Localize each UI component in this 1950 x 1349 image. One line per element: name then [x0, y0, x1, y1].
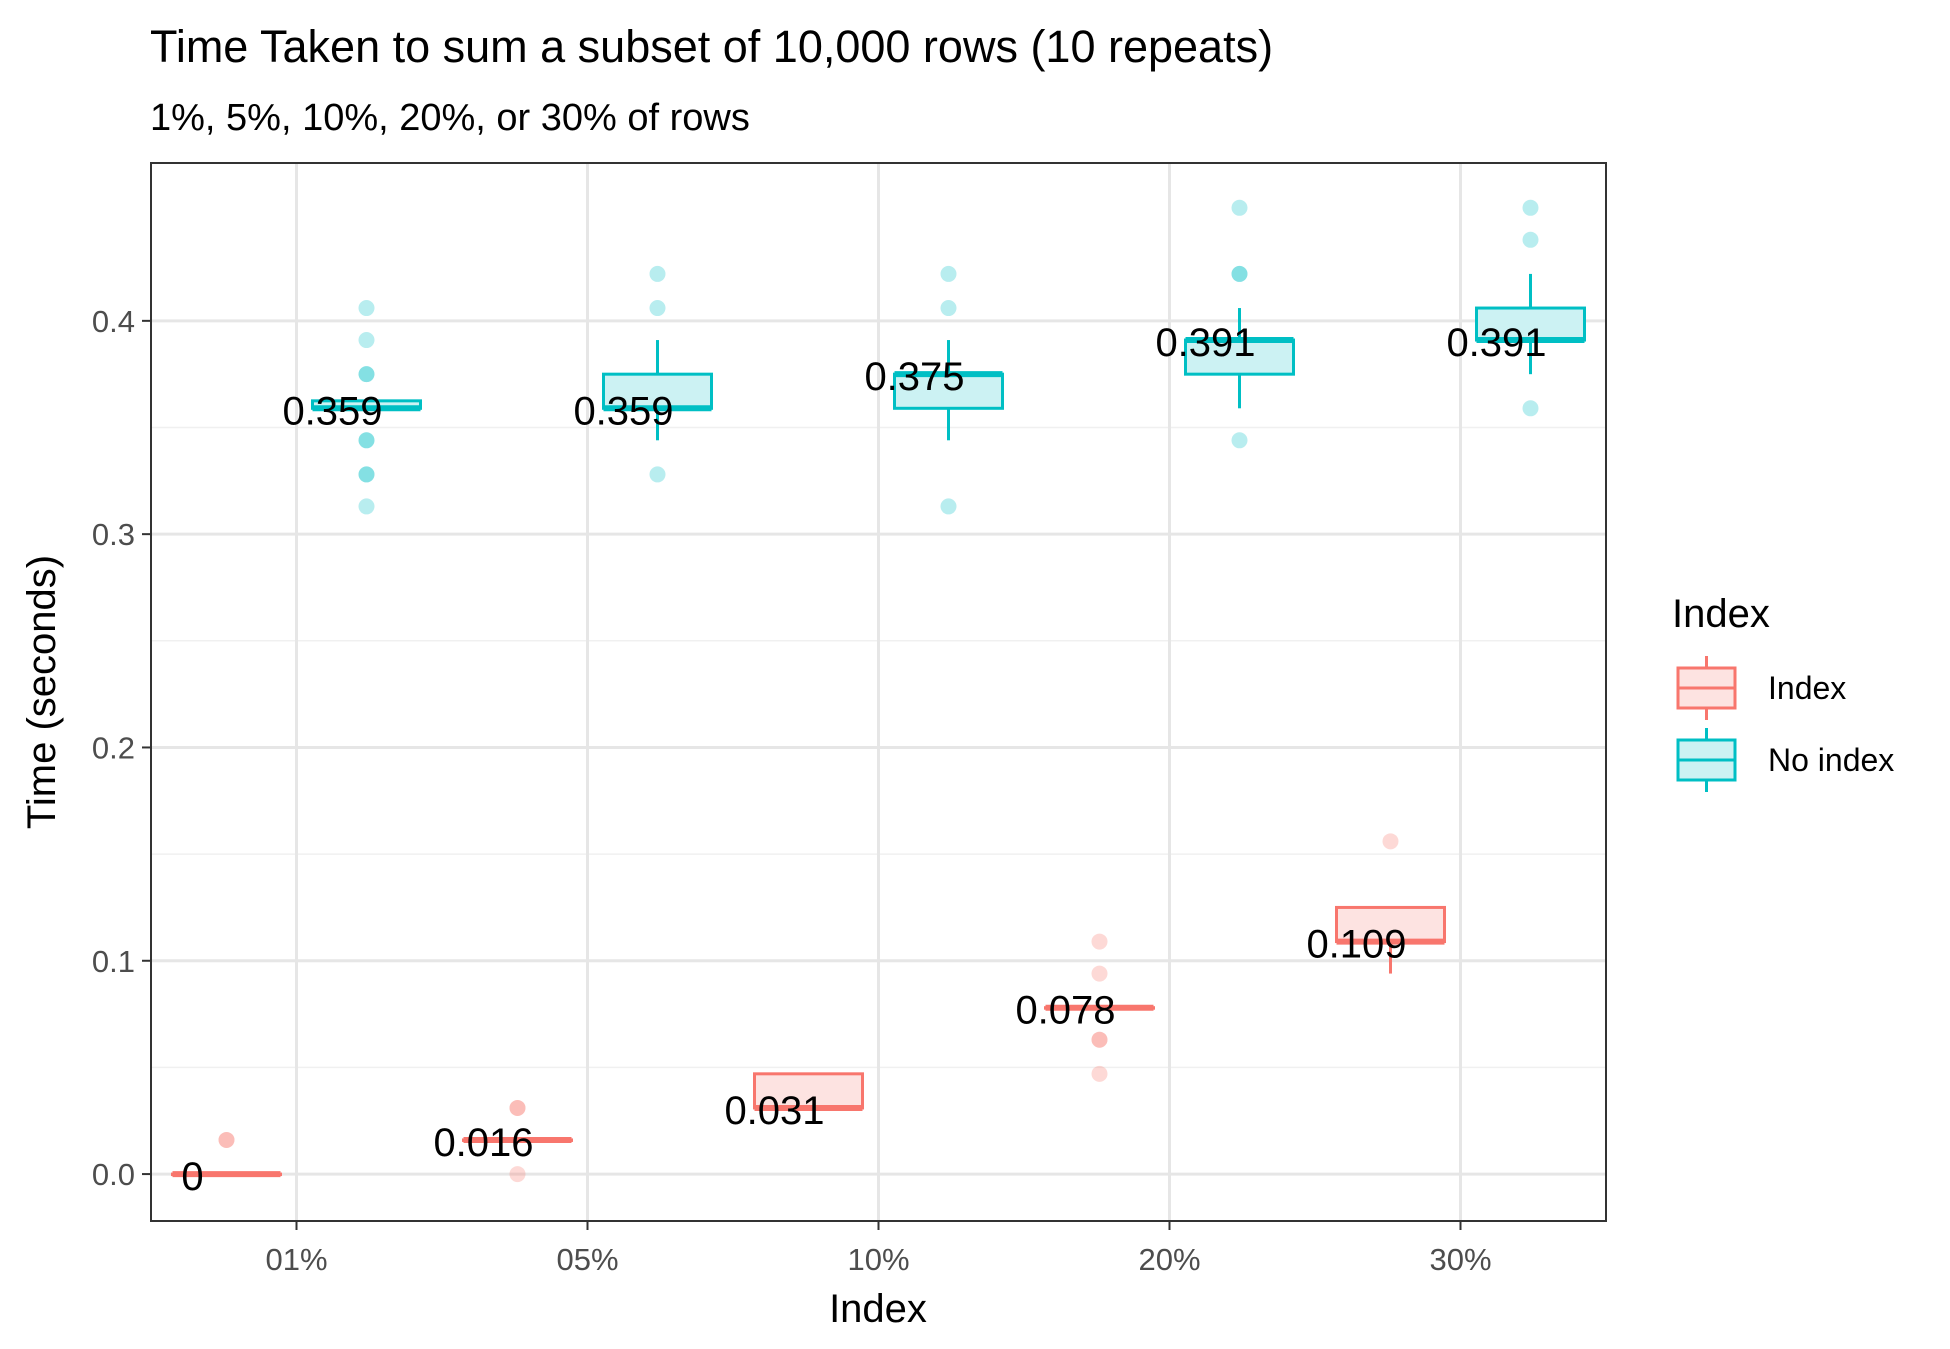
- outlier-point: [1231, 432, 1248, 449]
- outlier-point: [1091, 933, 1108, 950]
- chart-subtitle: 1%, 5%, 10%, 20%, or 30% of rows: [150, 97, 750, 139]
- y-axis: 0.0 0.1 0.2 0.3 0.4: [92, 304, 151, 1192]
- median-labels-layer: 0 0.016 0.031 0.078 0.109 0.359 0.359 0.375 0.39…: [181, 321, 1546, 1199]
- legend-title: Index: [1672, 592, 1770, 636]
- x-tick-label: 20%: [1138, 1242, 1200, 1277]
- outlier-point: [218, 1131, 235, 1148]
- outlier-point: [940, 498, 957, 515]
- box-body: [753, 1072, 864, 1110]
- outlier-point: [358, 466, 375, 483]
- y-tick-label: 0.0: [92, 1157, 135, 1192]
- outlier-point: [509, 1166, 526, 1183]
- x-tick-label: 01%: [265, 1242, 327, 1277]
- outlier-point: [358, 432, 375, 449]
- outlier-point: [358, 498, 375, 515]
- outlier-point: [649, 265, 666, 282]
- outlier-point: [1382, 833, 1399, 850]
- x-axis: 01% 05% 10% 20% 30%: [265, 1221, 1492, 1277]
- box-index-20pct: [1044, 1004, 1155, 1011]
- box-no-index-20pct: [1184, 308, 1295, 409]
- outlier-point: [1231, 265, 1248, 282]
- x-tick-label: 10%: [847, 1242, 909, 1277]
- box-body: [602, 372, 713, 410]
- y-tick-label: 0.4: [92, 304, 135, 339]
- median-label: 0.391: [1155, 321, 1255, 365]
- outlier-point: [218, 1131, 235, 1148]
- outlier-point: [649, 466, 666, 483]
- y-tick-label: 0.1: [92, 944, 135, 979]
- outlier-point: [1231, 265, 1248, 282]
- x-tick-label: 30%: [1429, 1242, 1491, 1277]
- x-axis-label: Index: [829, 1287, 927, 1331]
- legend-entry-label: Index: [1768, 670, 1846, 706]
- box-index-30pct: [1335, 905, 1446, 974]
- outlier-point: [940, 300, 957, 317]
- outlier-point: [358, 366, 375, 383]
- outlier-point: [509, 1099, 526, 1116]
- y-tick-label: 0.2: [92, 730, 135, 765]
- legend-entry-label: No index: [1768, 742, 1894, 778]
- y-tick-label: 0.3: [92, 517, 135, 552]
- boxes-layer: [171, 273, 1586, 1178]
- outliers-layer: [218, 199, 1539, 1183]
- box-no-index-05pct: [602, 340, 713, 441]
- outlier-point: [358, 432, 375, 449]
- outlier-point: [509, 1099, 526, 1116]
- outlier-point: [1091, 1031, 1108, 1048]
- box-index-01pct: [171, 1171, 282, 1178]
- outlier-point: [1091, 1065, 1108, 1082]
- outlier-point: [1091, 965, 1108, 982]
- chart-title: Time Taken to sum a subset of 10,000 row…: [150, 21, 1273, 72]
- outlier-point: [358, 332, 375, 349]
- box-no-index-01pct: [311, 399, 422, 412]
- median-label: 0.109: [1306, 923, 1406, 967]
- outlier-point: [649, 300, 666, 317]
- box-body: [1475, 306, 1586, 342]
- y-axis-label: Time (seconds): [20, 555, 64, 829]
- median-label: 0: [181, 1155, 203, 1199]
- x-tick-label: 05%: [556, 1242, 618, 1277]
- median-label: 0.016: [433, 1121, 533, 1165]
- median-label: 0.391: [1446, 321, 1546, 365]
- outlier-point: [940, 265, 957, 282]
- legend: Index Index No index: [1672, 592, 1894, 792]
- box-no-index-30pct: [1475, 273, 1586, 375]
- grid-lines: [151, 163, 1606, 1221]
- outlier-point: [1522, 231, 1539, 248]
- median-label: 0.031: [724, 1089, 824, 1133]
- outlier-point: [1231, 199, 1248, 216]
- legend-key-no-index: [1676, 728, 1737, 792]
- box-no-index-10pct: [893, 340, 1004, 441]
- outlier-point: [358, 466, 375, 483]
- box-index-10pct: [753, 1072, 864, 1111]
- outlier-point: [358, 300, 375, 317]
- median-label: 0.078: [1015, 989, 1115, 1033]
- median-label: 0.375: [864, 355, 964, 399]
- median-label: 0.359: [282, 389, 382, 433]
- outlier-point: [1522, 199, 1539, 216]
- outlier-point: [358, 366, 375, 383]
- legend-key-index: [1676, 656, 1737, 720]
- box-index-05pct: [462, 1136, 573, 1143]
- outlier-point: [1091, 1031, 1108, 1048]
- median-label: 0.359: [573, 389, 673, 433]
- outlier-point: [1522, 400, 1539, 417]
